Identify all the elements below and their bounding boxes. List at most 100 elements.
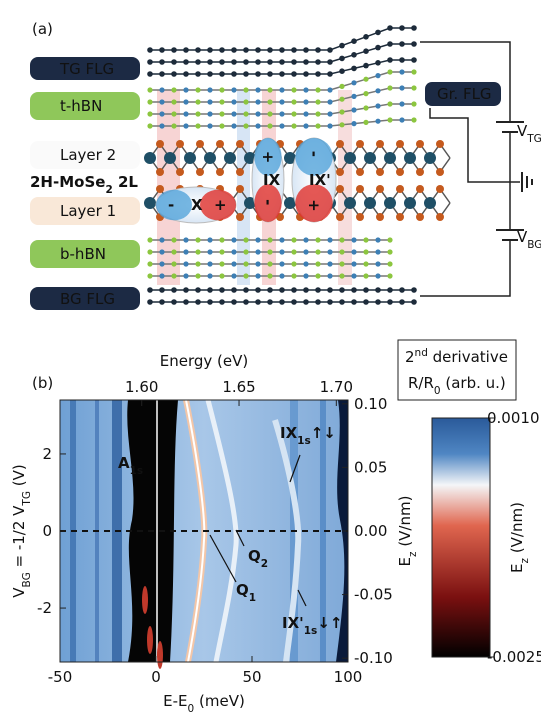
colorbar-label-part: (V/nm) (508, 502, 526, 558)
exciton-label: IX' (309, 171, 331, 189)
atom (267, 99, 272, 104)
contact-label: Gr. FLG (437, 85, 492, 103)
atom (291, 111, 296, 116)
atom (303, 99, 308, 104)
atom (303, 261, 308, 266)
atom (315, 111, 320, 116)
atom (375, 237, 380, 242)
atom (279, 71, 285, 77)
atom (195, 287, 201, 293)
atom (303, 87, 308, 92)
atom (375, 30, 381, 36)
exciton-label: IX (263, 171, 281, 189)
atom (399, 299, 405, 305)
atom (231, 261, 236, 266)
atom (411, 25, 417, 31)
se-atom (356, 213, 364, 221)
se-atom (336, 213, 344, 221)
atom (159, 261, 164, 266)
atom (147, 299, 153, 305)
se-atom (396, 185, 404, 193)
y-tick-label: 2 (42, 445, 52, 463)
atom (411, 287, 417, 293)
atom (375, 299, 381, 305)
charge: + (259, 151, 277, 164)
atom (231, 99, 236, 104)
atom (195, 71, 201, 77)
atom (171, 273, 176, 278)
atom (159, 237, 164, 242)
atom (351, 287, 357, 293)
atom (363, 34, 369, 40)
atom (243, 87, 248, 92)
atom (363, 91, 368, 96)
atom (171, 249, 176, 254)
atom (351, 107, 356, 112)
mo-atom (364, 152, 376, 164)
mo-atom (404, 197, 416, 209)
atom (255, 299, 261, 305)
atom (159, 249, 164, 254)
atom (195, 299, 201, 305)
atom (207, 237, 212, 242)
x-tick-label: -50 (48, 668, 73, 686)
mo-atom (204, 152, 216, 164)
atom (375, 287, 381, 293)
atom (195, 47, 201, 53)
atom (183, 249, 188, 254)
atom (219, 299, 225, 305)
panel-b: (b)-500501001.601.651.70-2020.100.050.00… (10, 340, 541, 715)
heatmap-red (157, 641, 163, 669)
layer-label: Layer 2 (60, 146, 116, 164)
atom (147, 261, 152, 266)
atom (183, 299, 189, 305)
annotation-part: 1s (304, 625, 318, 637)
layer-label: b-hBN (60, 245, 106, 263)
atom (279, 237, 284, 242)
atom (171, 123, 176, 128)
y2-axis-label-part: E (396, 557, 414, 566)
se-atom (396, 168, 404, 176)
atom (303, 111, 308, 116)
se-atom (376, 168, 384, 176)
atom (195, 249, 200, 254)
atom (327, 237, 332, 242)
se-atom (236, 213, 244, 221)
se-atom (336, 185, 344, 193)
atom (255, 99, 260, 104)
annotation-part: A (118, 454, 130, 472)
atom (147, 99, 152, 104)
atom (267, 261, 272, 266)
atom (207, 273, 212, 278)
atom (147, 111, 152, 116)
se-atom (416, 213, 424, 221)
annotation-part: ↓↑ (317, 614, 342, 632)
atom (351, 80, 356, 85)
atom (351, 299, 357, 305)
atom (351, 249, 356, 254)
atom (399, 25, 405, 31)
atom (243, 299, 249, 305)
atom (231, 287, 237, 293)
exciton-label: X (191, 196, 203, 214)
atom (243, 261, 248, 266)
atom (267, 249, 272, 254)
atom (363, 120, 368, 125)
atom (279, 47, 285, 53)
atom (339, 299, 345, 305)
atom (363, 299, 369, 305)
heatmap-red (142, 586, 148, 614)
atom (171, 261, 176, 266)
se-atom (356, 185, 364, 193)
atom (207, 287, 213, 293)
atom (411, 85, 416, 90)
mo-atom (164, 152, 176, 164)
atom (375, 60, 381, 66)
atom (243, 47, 249, 53)
annotation-part: 2 (261, 558, 268, 570)
se-atom (376, 213, 384, 221)
atom (411, 57, 417, 63)
se-atom (356, 168, 364, 176)
atom (207, 59, 213, 65)
atom (399, 41, 405, 47)
